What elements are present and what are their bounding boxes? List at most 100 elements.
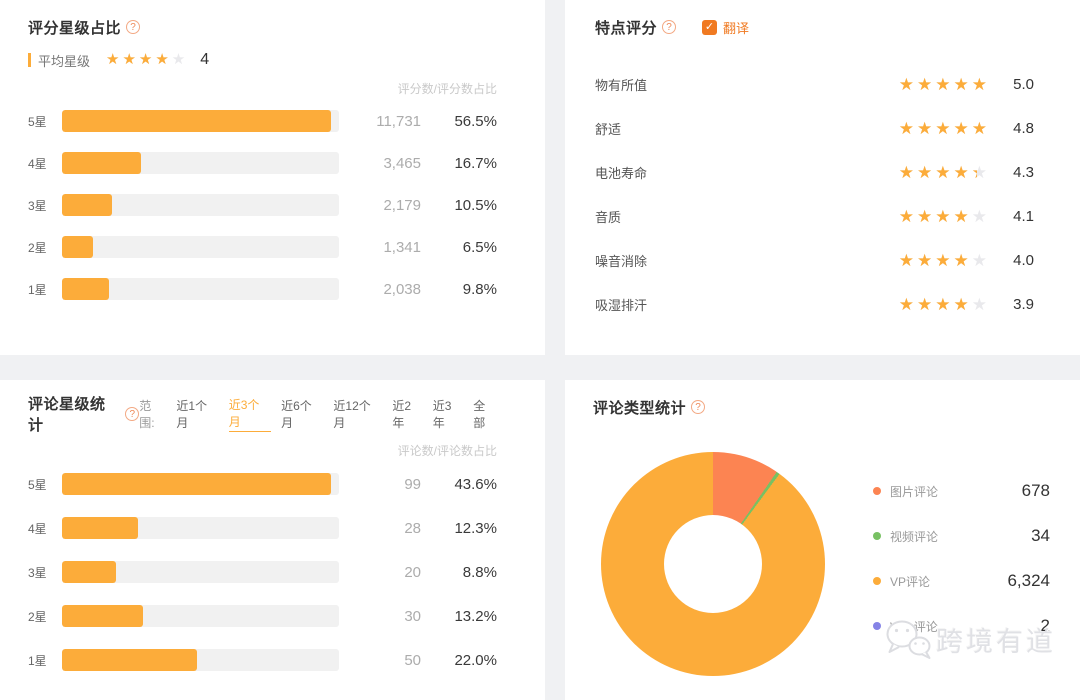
feature-row-吸湿排汗: 吸湿排汗 ★★★★★★★★★★ 3.9 (595, 282, 1034, 326)
panel-title: 评论星级统计 (28, 396, 106, 434)
bar-row-label: 5星 (28, 477, 47, 492)
stars-empty: ★★★★★ (898, 118, 990, 138)
bar-count: 2,179 (383, 196, 421, 214)
bar-count: 30 (404, 607, 421, 625)
panel-title: 特点评分 (595, 19, 658, 37)
bar-count: 11,731 (376, 112, 421, 130)
feature-label: 噪音消除 (595, 253, 648, 269)
stars-empty: ★★★★★ (898, 250, 990, 270)
bar-track (62, 473, 339, 495)
range-option-近6个月[interactable]: 近6个月 (281, 398, 312, 430)
bar-percent: 16.7% (454, 154, 497, 172)
bar-count: 20 (404, 563, 421, 581)
legend-label: VP评论 (890, 574, 931, 589)
accent-bar (28, 53, 31, 67)
star-rating: ★★★★★★★★★★ (106, 52, 188, 67)
legend-item-VP评论[interactable]: VP评论 6,324 (873, 571, 1050, 590)
bar-row-label: 4星 (28, 156, 47, 171)
feature-rating-panel: 特点评分 ? ✓ 翻译 物有所值 ★★★★★ ★★★★★ 5.0 舒适 ★★★★★ ★★★★… (565, 0, 1080, 355)
stars-empty: ★★★★★ (898, 294, 990, 314)
bar-fill (62, 561, 117, 583)
feature-rating-list: 物有所值 ★★★★★ ★★★★★ 5.0 舒适 ★★★★★ ★★★★★ 4.8 电池寿命 ★★★★… (595, 62, 1034, 326)
feature-label: 音质 (595, 209, 622, 225)
range-filter-label: 范围: (139, 399, 155, 430)
bar-row-label: 2星 (28, 609, 47, 624)
bar-fill (62, 278, 109, 300)
bar-count: 28 (404, 519, 421, 537)
feature-row-物有所值: 物有所值 ★★★★★ ★★★★★ 5.0 (595, 62, 1034, 106)
range-option-全部[interactable]: 全部 (473, 398, 486, 430)
panel-title: 评分星级占比 (28, 19, 122, 37)
bar-row-1星: 1星 2,038 9.8% (28, 268, 497, 310)
help-icon[interactable]: ? (691, 400, 706, 414)
panel-title: 评论类型统计 (593, 399, 687, 417)
donut-legend: 图片评论 678 视频评论 34 VP评论 6,324 Vine评论 2 (873, 481, 1050, 635)
checkbox-checked-icon[interactable]: ✓ (702, 19, 718, 35)
bar-row-label: 1星 (28, 282, 47, 297)
review-star-stats-panel: 评论星级统计 ? 范围: 近1个月 近3个月 近6个月 近12个月 近2年 近3年 全部 评… (0, 380, 545, 700)
feature-label: 电池寿命 (595, 165, 648, 181)
rating-bar-chart: 5星 11,731 56.5% 4星 3,465 16.7% 3星 2,179 10.5% 2星 1… (28, 100, 497, 310)
feature-row-舒适: 舒适 ★★★★★ ★★★★★ 4.8 (595, 106, 1034, 150)
legend-item-视频评论[interactable]: 视频评论 34 (873, 526, 1050, 545)
feature-label: 舒适 (595, 121, 622, 137)
bar-track (62, 194, 339, 216)
bar-percent: 10.5% (454, 196, 497, 214)
bar-fill (62, 605, 144, 627)
star-rating: ★★★★★★★★★★ (899, 296, 990, 313)
feature-value: 5.0 (1013, 75, 1034, 93)
legend-item-图片评论[interactable]: 图片评论 678 (873, 481, 1050, 500)
bar-count: 3,465 (383, 154, 421, 172)
range-option-近3个月[interactable]: 近3个月 (228, 396, 272, 432)
legend-dot-icon (873, 622, 881, 630)
feature-label: 物有所值 (595, 77, 648, 93)
bar-track (62, 152, 339, 174)
range-option-近3年[interactable]: 近3年 (432, 398, 452, 430)
bar-row-1星: 1星 50 22.0% (28, 638, 497, 682)
column-header: 评论数/评论数占比 (397, 444, 497, 458)
bar-count: 1,341 (383, 238, 421, 256)
help-icon[interactable]: ? (125, 407, 140, 421)
bar-fill (62, 110, 331, 132)
review-bar-chart: 5星 99 43.6% 4星 28 12.3% 3星 20 8.8% 2星 30 13.2% 1星 50 2… (28, 462, 497, 682)
bar-percent: 6.5% (462, 238, 497, 256)
review-type-header: 评论类型统计 ? (593, 396, 1050, 418)
help-icon[interactable]: ? (662, 20, 677, 34)
legend-label: Vine评论 (890, 619, 938, 634)
bar-row-2星: 2星 30 13.2% (28, 594, 497, 638)
average-star-rating: ★★★★★★★★★★ (106, 51, 188, 69)
legend-value: 678 (1021, 481, 1050, 500)
bar-percent: 13.2% (454, 607, 497, 625)
donut-hole (664, 515, 762, 613)
legend-item-Vine评论[interactable]: Vine评论 2 (873, 616, 1050, 635)
range-option-近2年[interactable]: 近2年 (392, 398, 412, 430)
bar-row-3星: 3星 20 8.8% (28, 550, 497, 594)
feature-row-噪音消除: 噪音消除 ★★★★★★★★★★ 4.0 (595, 238, 1034, 282)
stars-empty: ★★★★★ (898, 74, 990, 94)
feature-value: 4.1 (1013, 207, 1034, 225)
bar-fill (62, 152, 142, 174)
bar-count: 99 (404, 475, 421, 493)
range-option-近1个月[interactable]: 近1个月 (176, 398, 208, 430)
help-icon[interactable]: ? (126, 20, 141, 34)
bar-count: 2,038 (383, 280, 421, 298)
bar-percent: 56.5% (454, 112, 497, 130)
stars-empty: ★★★★★ (898, 206, 990, 226)
donut-chart (601, 452, 825, 676)
bar-row-5星: 5星 99 43.6% (28, 462, 497, 506)
bar-percent: 22.0% (454, 651, 497, 669)
star-rating: ★★★★★★★★★★ (899, 120, 990, 137)
star-rating: ★★★★★★★★★★ (899, 76, 990, 93)
legend-value: 6,324 (1007, 571, 1050, 590)
column-header: 评分数/评分数占比 (397, 82, 497, 96)
feature-value: 3.9 (1013, 295, 1034, 313)
bar-fill (62, 236, 94, 258)
range-option-近12个月[interactable]: 近12个月 (333, 398, 371, 430)
translate-checkbox-group[interactable]: ✓ 翻译 (702, 18, 749, 37)
feature-value: 4.8 (1013, 119, 1034, 137)
legend-value: 34 (1031, 526, 1050, 545)
average-star-value: 4 (200, 51, 210, 68)
feature-row-电池寿命: 电池寿命 ★★★★★★★★★★ 4.3 (595, 150, 1034, 194)
bar-row-label: 5星 (28, 114, 47, 129)
range-filter: 范围: 近1个月 近3个月 近6个月 近12个月 近2年 近3年 全部 (139, 396, 497, 432)
